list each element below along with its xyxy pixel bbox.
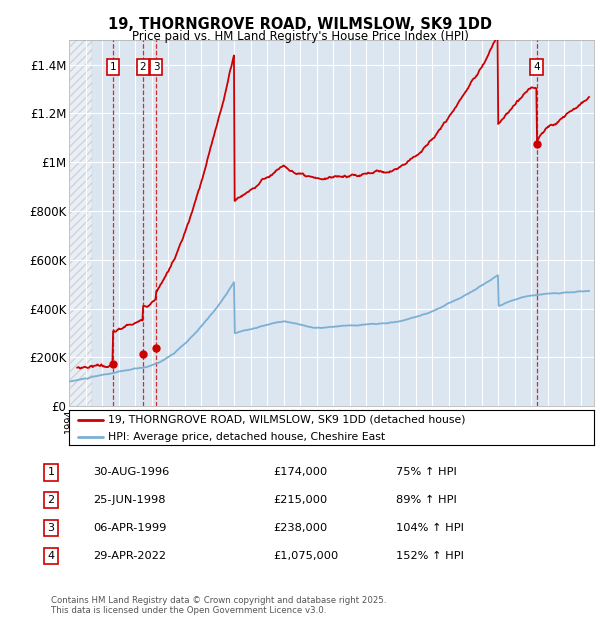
Text: £238,000: £238,000 [273,523,327,533]
Text: 19, THORNGROVE ROAD, WILMSLOW, SK9 1DD: 19, THORNGROVE ROAD, WILMSLOW, SK9 1DD [108,17,492,32]
Text: 19, THORNGROVE ROAD, WILMSLOW, SK9 1DD (detached house): 19, THORNGROVE ROAD, WILMSLOW, SK9 1DD (… [109,415,466,425]
Text: 06-APR-1999: 06-APR-1999 [93,523,166,533]
Text: 1: 1 [110,62,116,72]
Text: 1: 1 [47,467,55,477]
Text: 4: 4 [533,62,540,72]
Text: HPI: Average price, detached house, Cheshire East: HPI: Average price, detached house, Ches… [109,432,386,442]
Text: £1,075,000: £1,075,000 [273,551,338,561]
Text: £215,000: £215,000 [273,495,327,505]
Text: 2: 2 [47,495,55,505]
Text: 152% ↑ HPI: 152% ↑ HPI [396,551,464,561]
Text: 4: 4 [47,551,55,561]
Text: Price paid vs. HM Land Registry's House Price Index (HPI): Price paid vs. HM Land Registry's House … [131,30,469,43]
Text: 30-AUG-1996: 30-AUG-1996 [93,467,169,477]
Text: 104% ↑ HPI: 104% ↑ HPI [396,523,464,533]
Text: Contains HM Land Registry data © Crown copyright and database right 2025.
This d: Contains HM Land Registry data © Crown c… [51,596,386,615]
Text: £174,000: £174,000 [273,467,327,477]
Text: 3: 3 [152,62,160,72]
Text: 25-JUN-1998: 25-JUN-1998 [93,495,166,505]
Text: 29-APR-2022: 29-APR-2022 [93,551,166,561]
Text: 75% ↑ HPI: 75% ↑ HPI [396,467,457,477]
Text: 89% ↑ HPI: 89% ↑ HPI [396,495,457,505]
Bar [69,40,92,406]
Text: 3: 3 [47,523,55,533]
Text: 2: 2 [140,62,146,72]
